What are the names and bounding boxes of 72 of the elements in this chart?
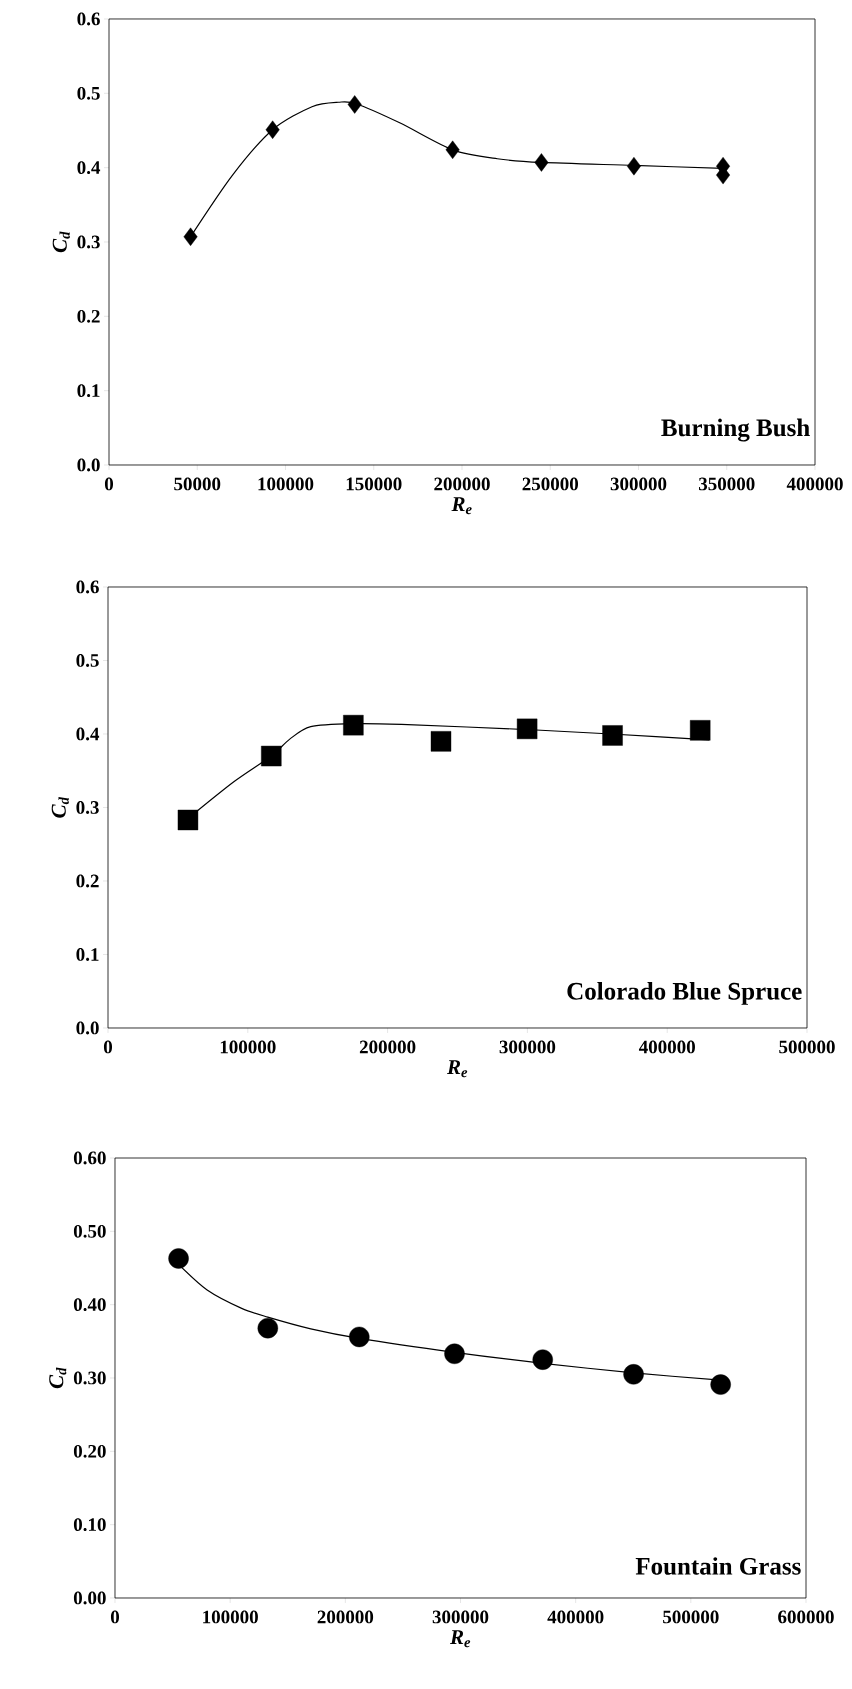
y-tick-label: 0.4: [77, 161, 101, 175]
point: [602, 725, 623, 746]
x-tick-label: 150000: [346, 477, 402, 491]
point: [349, 1326, 370, 1348]
annotation: Fountain Grass: [635, 1557, 801, 1575]
point: [257, 1317, 279, 1339]
x-tick-label: 50000: [174, 477, 221, 491]
point: [430, 731, 452, 752]
y-tick-label: 0.0: [76, 1021, 99, 1035]
point: [626, 156, 641, 176]
annotation: Colorado Blue Spruce: [567, 982, 802, 1005]
y-tick-label: 0.2: [77, 309, 100, 323]
y-axis-title: C$_{d}$: [49, 1367, 67, 1389]
y-tick-label: 0.6: [76, 580, 99, 594]
x-tick-label: 200000: [317, 1610, 374, 1624]
point: [168, 1248, 189, 1269]
y-tick-label: 0.2: [76, 874, 99, 888]
y-tick-label: 0.60: [73, 1151, 106, 1165]
y-tick-label: 0.10: [73, 1518, 106, 1532]
y-tick-label: 0.0: [77, 458, 100, 472]
x-tick-label: 100000: [258, 477, 314, 491]
point: [623, 1364, 644, 1385]
x-tick-label: 600000: [778, 1610, 834, 1624]
point: [534, 153, 549, 172]
x-tick-label: 400000: [638, 1040, 695, 1054]
y-axis-title: C$_{d}$: [51, 796, 69, 818]
point: [261, 745, 282, 767]
y-tick-label: 0.20: [73, 1444, 106, 1458]
point: [343, 714, 364, 736]
point: [445, 140, 460, 160]
y-tick-label: 0.3: [77, 235, 100, 249]
y-tick-label: 0.40: [73, 1298, 106, 1312]
y-axis-title: C$_{d}$: [52, 231, 70, 253]
x-tick-label: 100000: [220, 1040, 276, 1054]
x-tick-label: 300000: [499, 1040, 556, 1054]
y-tick-label: 0.6: [77, 12, 100, 26]
y-tick-label: 0.00: [73, 1591, 106, 1605]
point: [516, 718, 538, 740]
y-tick-label: 0.1: [77, 384, 100, 398]
y-tick-label: 0.50: [73, 1224, 106, 1238]
y-tick-label: 0.1: [76, 948, 99, 961]
x-tick-label: 0: [103, 1040, 113, 1054]
x-tick-label: 300000: [432, 1610, 489, 1624]
x-tick-label: 250000: [522, 477, 579, 491]
point: [532, 1349, 553, 1370]
point: [183, 227, 198, 246]
x-tick-label: 0: [104, 477, 114, 491]
point: [347, 95, 362, 114]
point: [710, 1374, 731, 1395]
annotation: Burning Bush: [661, 418, 810, 442]
y-tick-label: 0.5: [76, 654, 99, 667]
x-tick-label: 300000: [610, 477, 667, 491]
x-axis-title: R$_{e}$: [451, 497, 472, 515]
x-axis-title: R$_{e}$: [449, 1630, 471, 1648]
y-tick-label: 0.30: [73, 1371, 106, 1385]
x-tick-label: 200000: [359, 1040, 416, 1054]
point: [265, 120, 280, 139]
x-tick-label: 500000: [779, 1040, 835, 1054]
point: [177, 809, 199, 831]
y-tick-label: 0.4: [76, 727, 100, 741]
x-tick-label: 350000: [698, 477, 755, 491]
x-axis-title: R$_{e}$: [446, 1060, 468, 1078]
x-tick-label: 200000: [434, 477, 490, 491]
point: [444, 1343, 465, 1364]
y-tick-label: 0.3: [76, 801, 99, 814]
x-tick-label: 400000: [547, 1610, 604, 1624]
x-tick-label: 400000: [786, 477, 843, 491]
x-tick-label: 100000: [203, 1610, 258, 1624]
x-tick-label: 0: [110, 1610, 120, 1624]
y-tick-label: 0.5: [77, 86, 100, 100]
x-tick-label: 500000: [663, 1610, 719, 1624]
point: [690, 720, 711, 741]
